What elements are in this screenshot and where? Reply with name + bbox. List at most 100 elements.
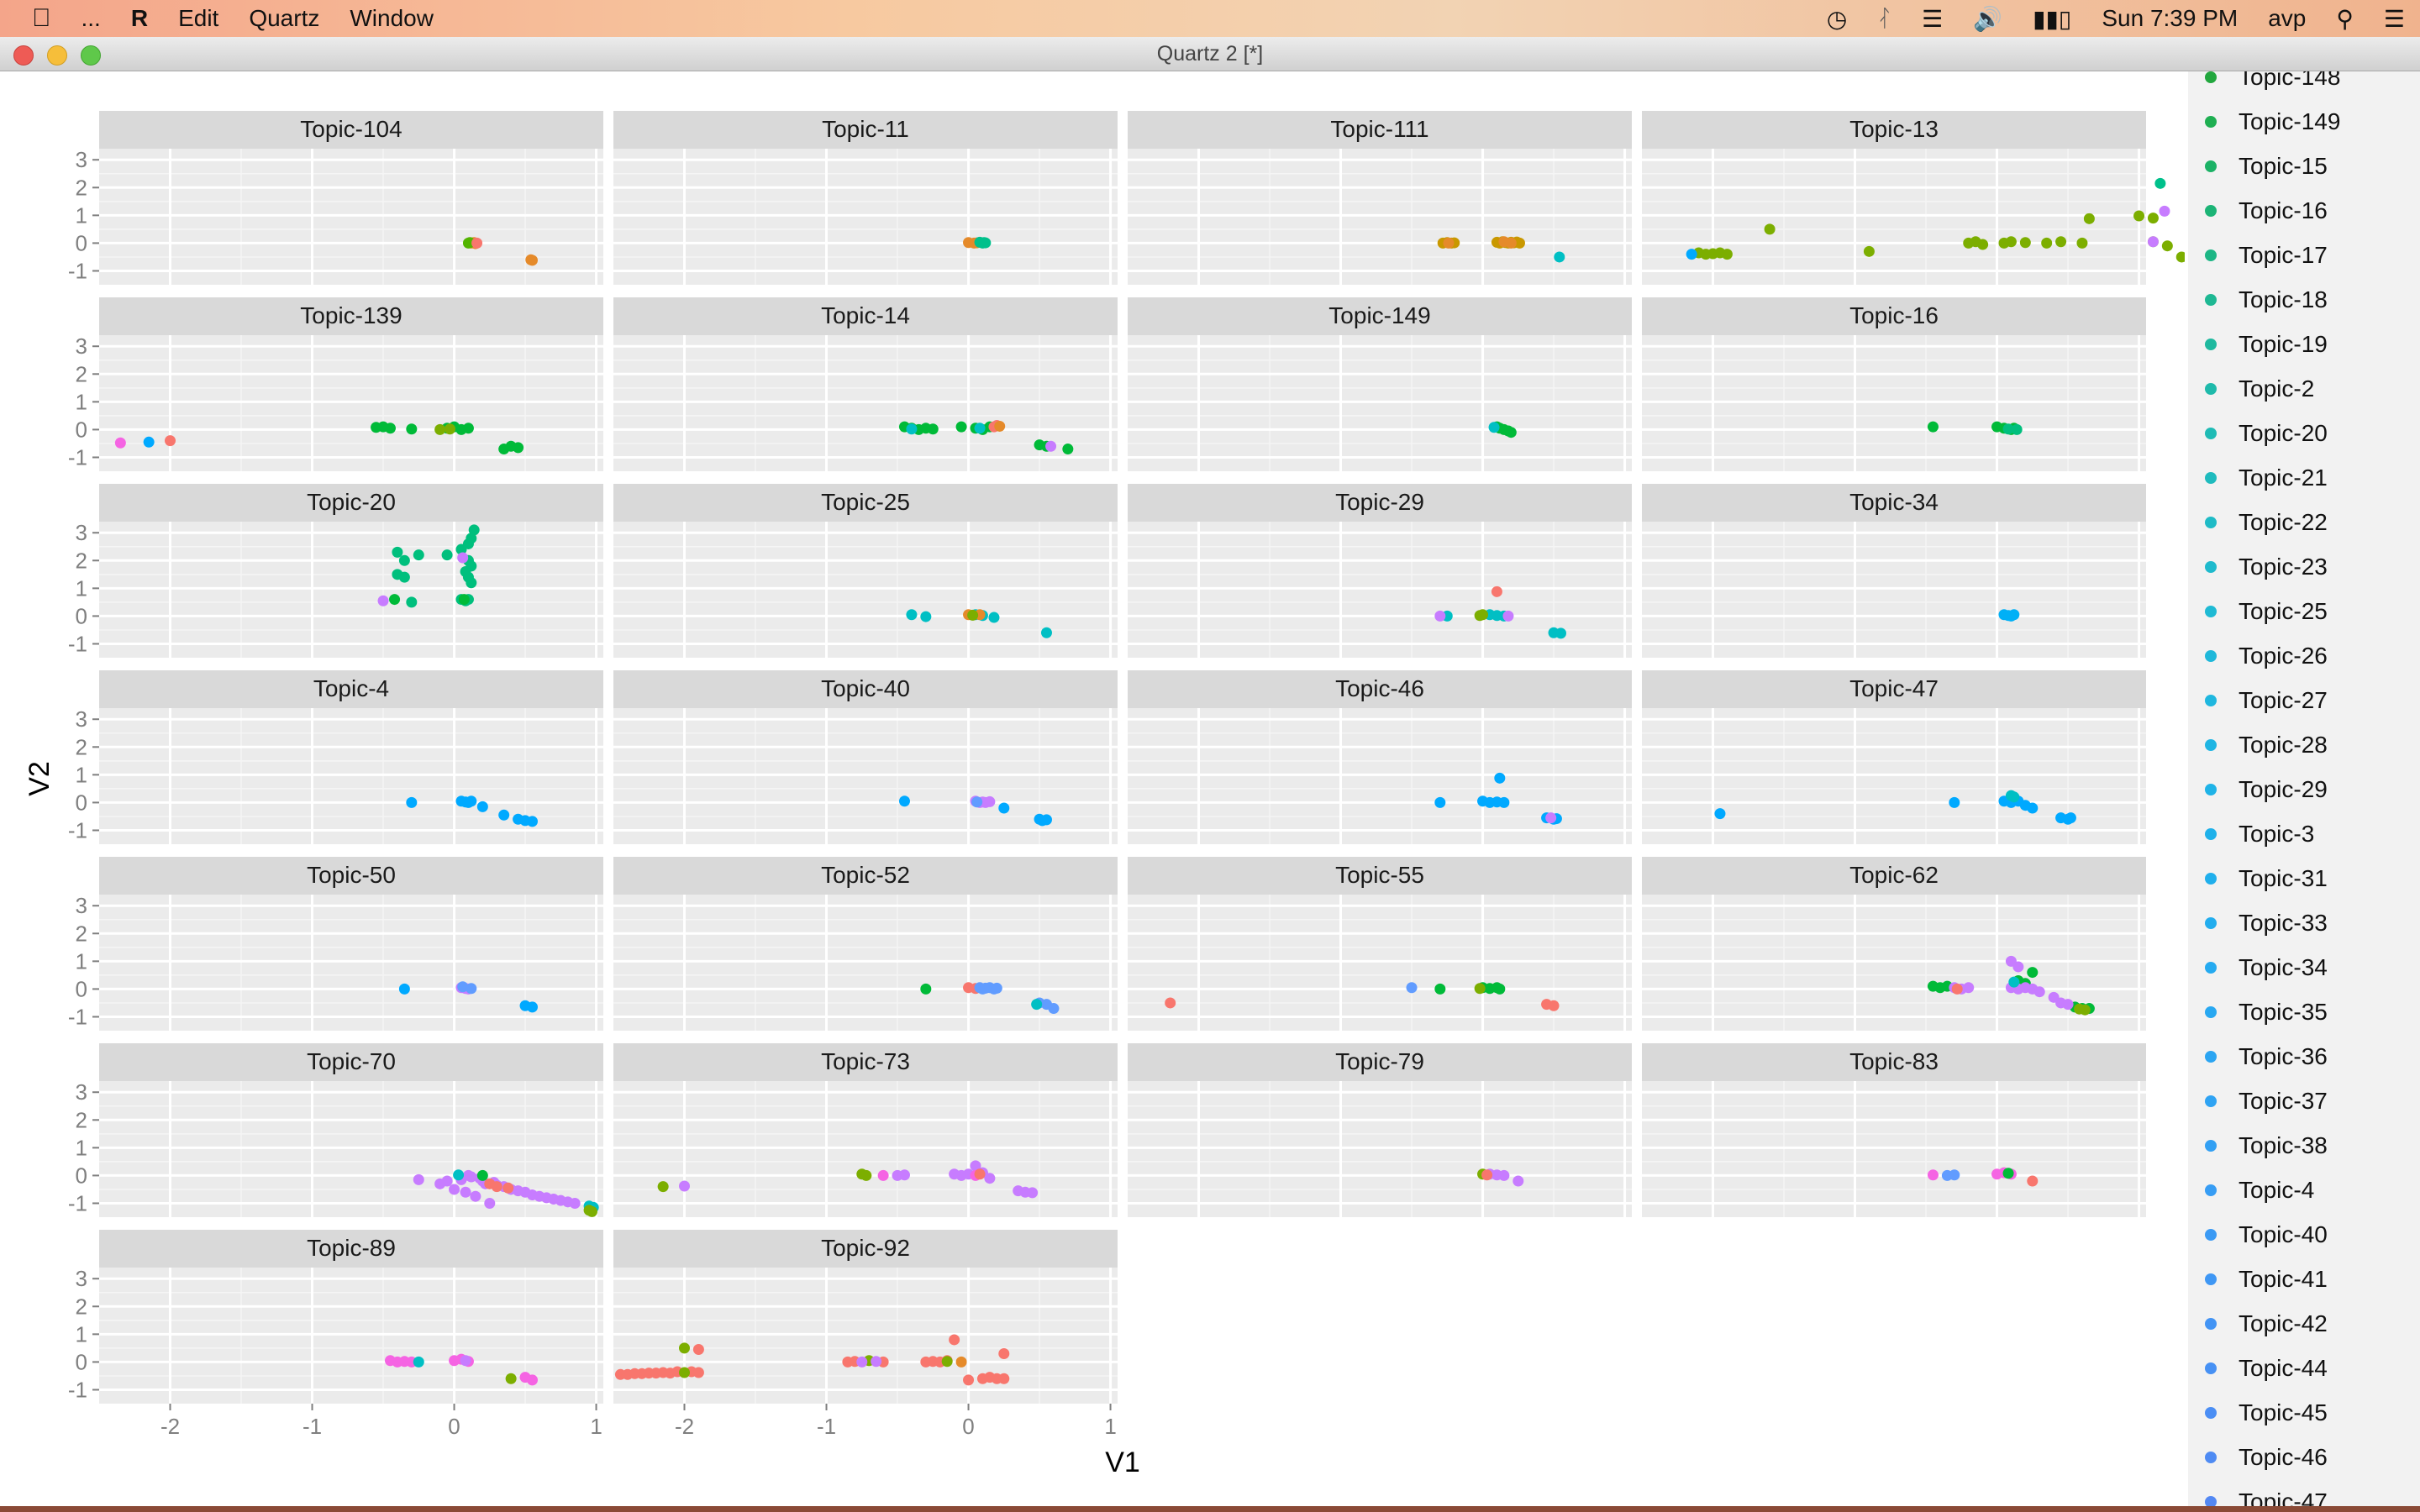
data-point bbox=[927, 423, 939, 435]
data-point bbox=[2065, 812, 2076, 824]
data-point bbox=[980, 237, 992, 249]
user-name[interactable]: avp bbox=[2268, 5, 2307, 31]
app-menu-ellipsis[interactable]: ... bbox=[82, 5, 101, 32]
panel-body bbox=[99, 708, 603, 844]
legend-item: Topic-31 bbox=[2188, 858, 2328, 900]
zoom-icon[interactable] bbox=[81, 45, 101, 66]
battery-icon[interactable]: ▮▮▯ bbox=[2033, 5, 2072, 32]
facet-strip bbox=[1128, 297, 1632, 335]
data-point bbox=[2012, 961, 2024, 973]
legend-item: Topic-148 bbox=[2188, 71, 2340, 98]
data-point bbox=[466, 577, 477, 589]
facet-strip bbox=[99, 484, 603, 522]
legend-label: Topic-33 bbox=[2238, 910, 2328, 936]
data-point bbox=[466, 795, 477, 807]
legend-label: Topic-36 bbox=[2238, 1043, 2328, 1069]
data-point bbox=[1714, 808, 1726, 820]
legend-label: Topic-15 bbox=[2238, 153, 2328, 179]
data-point bbox=[453, 1169, 465, 1181]
facet-strip bbox=[613, 111, 1118, 149]
facet-panel: Topic-111 bbox=[1128, 111, 1632, 285]
y-tick-label: 3 bbox=[76, 893, 87, 918]
facet-panel: Topic-62 bbox=[1642, 857, 2146, 1031]
wifi-icon[interactable]: ☰ bbox=[1922, 5, 1944, 32]
data-point bbox=[984, 795, 996, 807]
notification-list-icon[interactable]: ☰ bbox=[2383, 5, 2405, 32]
data-point bbox=[389, 594, 401, 606]
facet-title: Topic-14 bbox=[821, 302, 910, 328]
y-tick-label: 3 bbox=[76, 147, 87, 172]
data-point bbox=[998, 802, 1010, 814]
legend-key bbox=[2205, 1496, 2217, 1508]
data-point bbox=[143, 436, 155, 448]
spotlight-search-icon[interactable]: ⚲ bbox=[2336, 5, 2354, 32]
data-point bbox=[466, 1171, 477, 1183]
data-point bbox=[1502, 610, 1514, 622]
data-point bbox=[1031, 999, 1043, 1011]
panel-body bbox=[1128, 1081, 1632, 1217]
data-point bbox=[2033, 986, 2045, 998]
panel-background bbox=[1128, 522, 1632, 658]
legend-key bbox=[2205, 917, 2217, 929]
clock[interactable]: Sun 7:39 PM bbox=[2102, 5, 2238, 31]
legend-key bbox=[2205, 784, 2217, 795]
data-point bbox=[984, 1173, 996, 1184]
data-point bbox=[1474, 983, 1486, 995]
legend-label: Topic-31 bbox=[2238, 865, 2328, 891]
data-point bbox=[2027, 967, 2039, 979]
data-point bbox=[1863, 245, 1875, 257]
legend-label: Topic-21 bbox=[2238, 465, 2328, 491]
panel-background bbox=[1642, 335, 2146, 471]
data-point bbox=[1434, 796, 1446, 808]
legend-label: Topic-22 bbox=[2238, 509, 2328, 535]
time-machine-icon[interactable]: ◷ bbox=[1826, 5, 1848, 32]
facet-strip bbox=[99, 1230, 603, 1268]
data-point bbox=[406, 596, 418, 608]
menu-window[interactable]: Window bbox=[330, 5, 434, 31]
y-tick-label: 1 bbox=[76, 1135, 87, 1160]
close-icon[interactable] bbox=[13, 45, 34, 66]
menu-r[interactable]: R bbox=[131, 5, 148, 32]
volume-icon[interactable]: 🔊 bbox=[1973, 5, 2003, 32]
data-point bbox=[1949, 1169, 1960, 1181]
data-point bbox=[413, 1356, 424, 1368]
legend-label: Topic-4 bbox=[2238, 1177, 2315, 1203]
apple-menu-icon[interactable]:  bbox=[32, 4, 51, 33]
minimize-icon[interactable] bbox=[47, 45, 67, 66]
data-point bbox=[2027, 1175, 2039, 1187]
data-point bbox=[2133, 210, 2145, 222]
data-point bbox=[1927, 421, 1939, 433]
legend-item: Topic-18 bbox=[2188, 279, 2328, 321]
legend-item: Topic-44 bbox=[2188, 1347, 2328, 1389]
panel-body bbox=[1642, 149, 2185, 285]
menu-edit[interactable]: Edit bbox=[159, 5, 218, 31]
data-point bbox=[920, 611, 932, 622]
data-point bbox=[398, 983, 410, 995]
panel-body bbox=[1642, 335, 2146, 471]
legend-key bbox=[2205, 71, 2217, 83]
x-tick-label: 0 bbox=[448, 1414, 460, 1439]
legend-label: Topic-41 bbox=[2238, 1266, 2328, 1292]
panel-background bbox=[613, 522, 1118, 658]
facet-strip bbox=[1128, 484, 1632, 522]
facet-title: Topic-29 bbox=[1335, 489, 1424, 515]
legend-key bbox=[2205, 1229, 2217, 1241]
legend-label: Topic-3 bbox=[2238, 821, 2315, 847]
bluetooth-icon[interactable]: ᛮ bbox=[1877, 5, 1892, 31]
panel-background bbox=[1642, 895, 2146, 1031]
menu-quartz[interactable]: Quartz bbox=[229, 5, 319, 31]
data-point bbox=[1027, 1187, 1039, 1199]
facet-panel: Topic-79 bbox=[1128, 1043, 1632, 1217]
x-tick-label: 1 bbox=[590, 1414, 602, 1439]
data-point bbox=[1505, 427, 1517, 438]
data-point bbox=[971, 796, 983, 808]
facet-strip bbox=[613, 297, 1118, 335]
data-point bbox=[569, 1197, 581, 1209]
legend-label: Topic-45 bbox=[2238, 1399, 2328, 1425]
y-tick-label: -1 bbox=[68, 258, 87, 283]
data-point bbox=[498, 809, 510, 821]
y-tick-label: 2 bbox=[76, 1107, 87, 1132]
legend-item: Topic-23 bbox=[2188, 546, 2328, 588]
panel-background bbox=[99, 335, 603, 471]
